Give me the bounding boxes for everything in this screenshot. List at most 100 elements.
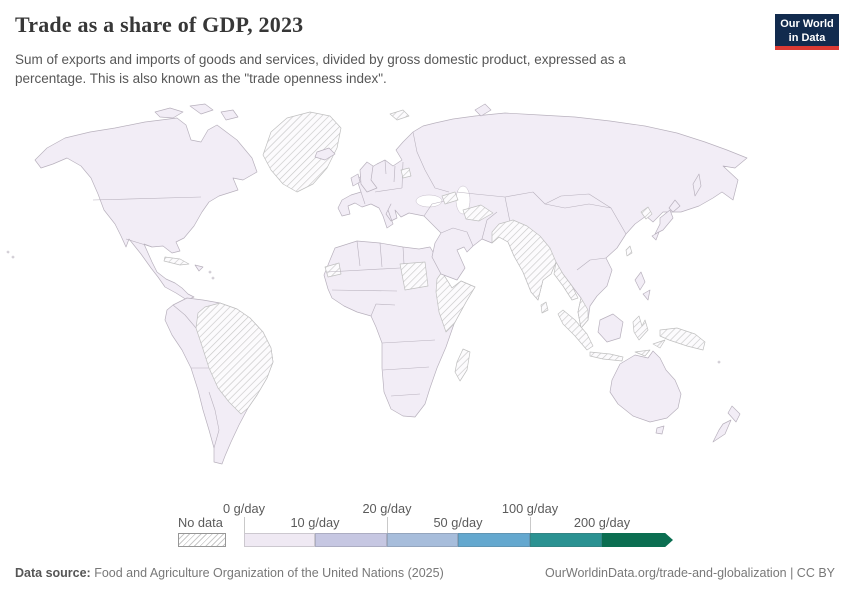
border-europe <box>412 131 450 193</box>
chart-subtitle: Sum of exports and imports of goods and … <box>15 52 626 87</box>
island-dot <box>717 360 721 364</box>
region-new-zealand[interactable] <box>727 405 741 423</box>
region-sulawesi[interactable] <box>632 315 649 341</box>
border-africa <box>382 366 430 371</box>
region-sumatra[interactable] <box>557 309 594 351</box>
border-china-sea <box>576 257 607 271</box>
legend-tick-label-50: 50 g/day <box>433 515 483 530</box>
border-africa <box>356 240 361 267</box>
region-malay-peninsula[interactable] <box>577 297 589 329</box>
legend-tick-label-0: 0 g/day <box>223 501 265 516</box>
data-source-label: Data source: <box>15 566 91 580</box>
region-philippines[interactable] <box>642 289 651 301</box>
region-horn-of-africa[interactable] <box>435 271 476 333</box>
region-arctic-islands[interactable] <box>189 103 214 115</box>
world-map-svg[interactable] <box>5 100 765 492</box>
region-java[interactable] <box>589 351 624 362</box>
region-belarus[interactable] <box>400 167 412 179</box>
border-kazakhstan <box>456 191 534 198</box>
region-timor[interactable] <box>634 349 651 357</box>
border-mongolia <box>544 193 612 209</box>
region-novaya-zemlya[interactable] <box>474 103 492 117</box>
region-greenland[interactable] <box>262 111 342 193</box>
region-tasmania[interactable] <box>655 425 665 435</box>
region-japan[interactable] <box>654 209 674 235</box>
region-new-guinea[interactable] <box>659 327 706 351</box>
region-japan[interactable] <box>668 199 681 213</box>
border-iran <box>481 211 498 240</box>
border-mongolia <box>532 191 627 235</box>
border-africa <box>379 242 383 268</box>
region-britain[interactable] <box>359 161 378 193</box>
region-caucasus[interactable] <box>441 191 459 205</box>
border-europe <box>374 187 403 193</box>
owid-logo[interactable]: Our World in Data <box>775 14 839 50</box>
island-dot <box>6 250 10 254</box>
border-middle-east <box>440 227 474 247</box>
island-dot <box>208 270 212 274</box>
region-taiwan[interactable] <box>625 245 633 257</box>
region-madagascar[interactable] <box>454 348 471 382</box>
region-australia[interactable] <box>609 350 682 423</box>
island-dot <box>211 276 215 280</box>
legend-color-bar[interactable] <box>244 533 673 547</box>
region-japan[interactable] <box>651 231 660 241</box>
border-africa <box>390 393 421 397</box>
region-svalbard[interactable] <box>389 109 410 121</box>
region-south-asia[interactable] <box>491 219 557 301</box>
legend-bin-0[interactable] <box>244 533 315 547</box>
region-iceland[interactable] <box>314 147 336 161</box>
legend-tick-label-20: 20 g/day <box>362 501 412 516</box>
region-new-zealand[interactable] <box>712 419 732 443</box>
region-sudan[interactable] <box>399 261 429 291</box>
region-western-sahara[interactable] <box>324 262 342 278</box>
region-cuba[interactable] <box>163 256 190 266</box>
page-title: Trade as a share of GDP, 2023 <box>15 12 304 37</box>
legend-bin-1[interactable] <box>315 533 387 547</box>
border-south-america <box>208 391 220 449</box>
region-arctic-islands[interactable] <box>154 107 184 119</box>
border-south-america <box>172 304 197 329</box>
region-maluku[interactable] <box>652 339 666 349</box>
region-north-america[interactable] <box>34 117 258 301</box>
border-africa <box>331 289 398 292</box>
border-europe <box>360 191 366 205</box>
region-turkmenistan[interactable] <box>462 204 494 222</box>
legend-tick-label-200: 200 g/day <box>573 515 631 530</box>
region-borneo[interactable] <box>597 313 624 343</box>
region-sakhalin[interactable] <box>692 173 702 197</box>
legend-tick-mark <box>244 517 245 533</box>
footer-link[interactable]: OurWorldinData.org/trade-and-globalizati… <box>545 566 835 580</box>
legend-bin-4[interactable] <box>530 533 602 547</box>
border-turkey <box>423 199 450 217</box>
legend-bin-5-arrow[interactable] <box>602 533 673 547</box>
legend-tick-mark <box>530 517 531 533</box>
legend-tick-label-10: 10 g/day <box>290 515 340 530</box>
border-europe <box>384 159 387 175</box>
legend-no-data-swatch[interactable] <box>178 533 226 547</box>
region-ireland[interactable] <box>350 173 361 187</box>
region-sri-lanka[interactable] <box>540 301 549 314</box>
region-myanmar[interactable] <box>553 261 579 301</box>
data-source-line: Data source: Food and Agriculture Organi… <box>15 566 444 580</box>
legend-bin-2[interactable] <box>387 533 458 547</box>
world-map[interactable] <box>5 100 765 492</box>
border-us-canada <box>92 196 202 201</box>
region-philippines[interactable] <box>634 271 646 291</box>
region-north-korea[interactable] <box>640 206 653 220</box>
border-africa <box>326 267 401 273</box>
region-brazil[interactable] <box>195 302 274 415</box>
border-us-mexico <box>125 238 153 248</box>
border-kazakh-china <box>504 196 511 223</box>
data-source-text: Food and Agriculture Organization of the… <box>94 566 444 580</box>
border-africa <box>370 303 396 317</box>
border-europe <box>393 165 396 183</box>
legend-tick-label-100: 100 g/day <box>501 501 559 516</box>
region-arctic-islands[interactable] <box>220 109 239 121</box>
legend-tick-mark <box>387 517 388 533</box>
black-sea <box>415 194 443 208</box>
legend-bin-3[interactable] <box>458 533 530 547</box>
region-hispaniola[interactable] <box>194 264 204 272</box>
